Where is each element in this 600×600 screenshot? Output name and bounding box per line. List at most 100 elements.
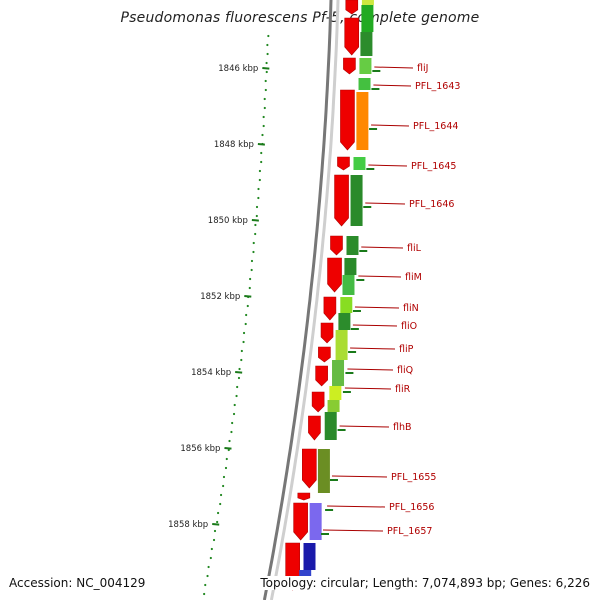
kbp-label: 1854 kbp <box>191 368 231 378</box>
feature-block <box>344 258 357 275</box>
skew-dot <box>252 241 255 245</box>
gene-label[interactable]: flhB <box>393 422 412 433</box>
skew-dot <box>216 520 219 524</box>
gene-leader <box>368 164 408 167</box>
skew-dot <box>216 511 220 515</box>
skew-dot <box>240 358 243 362</box>
skew-dot <box>261 133 264 137</box>
cds-arrow <box>323 296 337 321</box>
skew-dot <box>264 88 267 92</box>
cds-arrow <box>345 0 359 15</box>
skew-dot <box>225 457 228 461</box>
skew-dot <box>257 187 260 191</box>
kbp-tick <box>235 371 243 374</box>
cds-arrow <box>302 448 317 489</box>
skew-dot <box>210 547 213 551</box>
skew-dot <box>227 448 230 452</box>
cds-arrow <box>334 174 349 227</box>
skew-dot <box>231 421 234 425</box>
cds-arrow <box>343 57 356 75</box>
skew-dot <box>248 286 251 290</box>
skew-dot <box>240 349 243 353</box>
gene-label[interactable]: fliQ <box>397 365 413 376</box>
gene-label[interactable]: fliL <box>407 243 422 254</box>
gene-leader <box>331 475 388 478</box>
kbp-label: 1858 kbp <box>168 520 208 530</box>
backbone-ring <box>262 0 340 600</box>
cds-arrow <box>327 257 342 293</box>
feature-block <box>353 157 366 170</box>
kbp-ticks: 1846 kbp 1848 kbp 1850 kbp 1852 kbp 1854 kbp… <box>168 64 270 530</box>
skew-dot <box>252 250 255 254</box>
kbp-tick <box>251 219 259 222</box>
cds-arrow <box>337 156 350 171</box>
skew-dot <box>266 43 269 47</box>
backbone-inner <box>269 0 340 600</box>
skew-dot <box>250 259 254 263</box>
skew-dot <box>262 124 265 128</box>
genome-summary: Topology: circular; Length: 7,074,893 bp… <box>260 576 590 590</box>
skew-dot <box>242 340 245 344</box>
feature-block <box>332 360 345 386</box>
gene-label[interactable]: fliN <box>403 303 419 314</box>
gene-leader <box>322 529 384 532</box>
gene-label[interactable]: fliM <box>405 272 422 283</box>
gene-label[interactable]: fliP <box>399 344 414 355</box>
kbp-tick <box>212 523 220 526</box>
skew-dot <box>266 52 269 56</box>
gc-skew-dots <box>203 34 270 596</box>
gene-label[interactable]: fliR <box>395 384 411 395</box>
gene-label[interactable]: PFL_1645 <box>411 161 456 172</box>
gene-label[interactable]: fliO <box>401 321 417 332</box>
cds-arrow <box>320 322 334 344</box>
skew-dot <box>224 466 228 470</box>
skew-dot <box>238 367 241 371</box>
feature-block <box>303 543 316 570</box>
kbp-label: 1856 kbp <box>180 444 220 454</box>
skew-dot <box>213 529 217 533</box>
skew-dot <box>209 556 212 560</box>
gene-label[interactable]: PFL_1646 <box>409 199 454 210</box>
gene-label[interactable]: PFL_1657 <box>387 526 432 537</box>
cds-arrow <box>293 502 308 541</box>
skew-dot <box>263 106 266 110</box>
map-title: Pseudomonas fluorescens Pf-5, complete g… <box>120 10 480 26</box>
kbp-label: 1848 kbp <box>214 140 254 150</box>
skew-dot <box>219 502 222 506</box>
skew-dot <box>219 493 223 497</box>
skew-dot <box>212 538 216 542</box>
skew-dot <box>258 178 261 182</box>
gene-label[interactable]: PFL_1656 <box>389 502 434 513</box>
gene-leader <box>373 84 412 87</box>
gene-label[interactable]: fliJ <box>417 63 428 74</box>
skew-dot <box>232 412 236 416</box>
skew-dot <box>222 475 226 479</box>
gene-leader <box>374 66 414 69</box>
feature-block <box>342 275 355 295</box>
skew-dot <box>267 34 270 38</box>
cds-arrow <box>344 17 360 56</box>
skew-dot <box>263 97 266 101</box>
skew-dot <box>254 232 257 236</box>
feature-block <box>329 386 342 400</box>
gene-label[interactable]: PFL_1643 <box>415 81 460 92</box>
skew-dot <box>258 169 262 173</box>
skew-dot <box>203 592 206 596</box>
gene-leader <box>339 425 390 428</box>
feature-block <box>360 32 373 56</box>
kbp-label: 1850 kbp <box>208 216 248 226</box>
skew-dot <box>237 376 241 380</box>
skew-dot <box>250 268 253 272</box>
feature-block <box>309 503 322 540</box>
skew-dot <box>260 160 263 164</box>
feature-block <box>327 400 340 412</box>
gene-label[interactable]: PFL_1655 <box>391 472 436 483</box>
gene-label[interactable]: PFL_1644 <box>413 121 458 132</box>
cds-arrow <box>340 89 355 151</box>
skew-dot <box>222 484 225 488</box>
cds-arrow <box>311 391 325 413</box>
skew-dot <box>264 79 267 83</box>
feature-block <box>358 78 371 90</box>
feature-block <box>324 412 337 440</box>
